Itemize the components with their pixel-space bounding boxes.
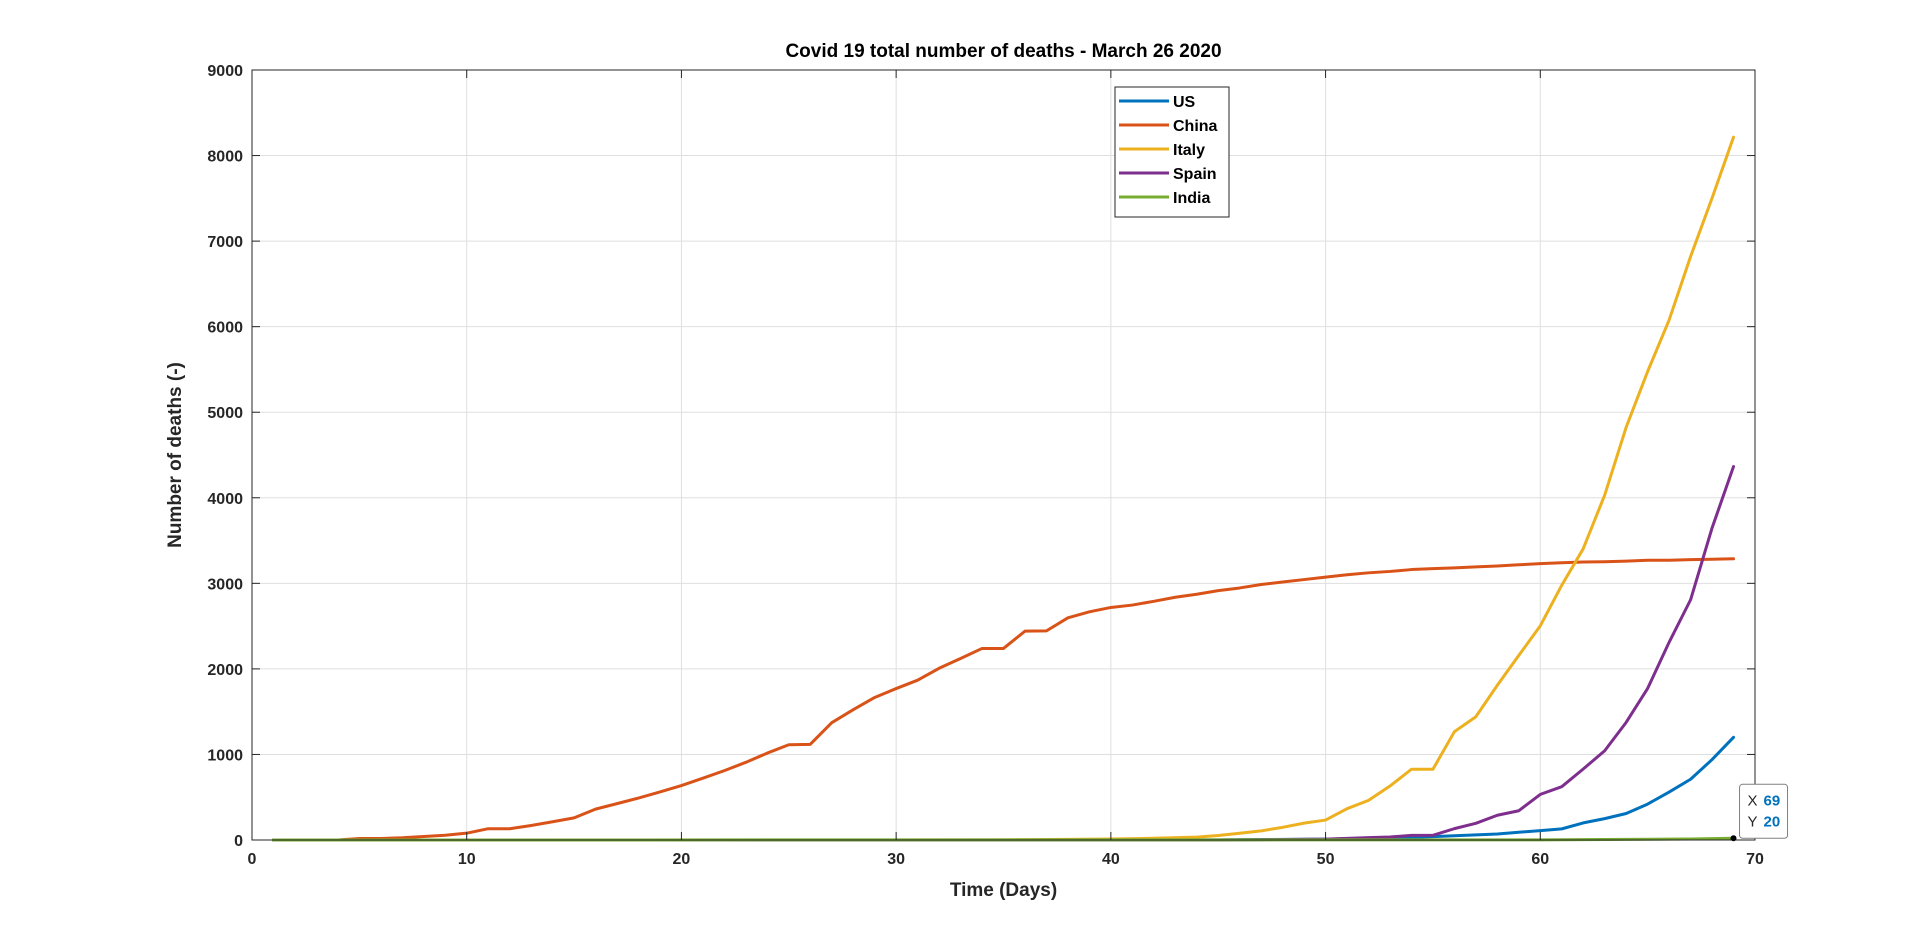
x-tick-label: 50 — [1317, 851, 1335, 868]
x-axis-label: Time (Days) — [950, 880, 1057, 901]
y-tick-label: 1000 — [207, 747, 243, 764]
x-tick-label: 40 — [1102, 851, 1120, 868]
datatip-x-label: X — [1748, 792, 1758, 809]
y-tick-label: 3000 — [207, 576, 243, 593]
datatip-box — [1739, 783, 1789, 839]
legend-box — [1114, 86, 1230, 218]
legend[interactable]: US China Italy Spain India — [1114, 86, 1230, 218]
y-axis-label: Number of deaths (-) — [165, 362, 186, 548]
y-tick-label: 4000 — [207, 491, 243, 508]
datatip-y-value: 20 — [1764, 813, 1781, 830]
y-tick-label: 6000 — [207, 320, 243, 337]
legend-label-india: India — [1173, 190, 1210, 207]
y-tick-label: 7000 — [207, 234, 243, 251]
x-tick-label: 30 — [887, 851, 905, 868]
series-line-spain — [271, 465, 1736, 842]
x-tick-label: 70 — [1746, 851, 1764, 868]
y-tick-label: 0 — [234, 833, 243, 850]
legend-label-italy: Italy — [1173, 142, 1205, 159]
x-tick-label: 60 — [1531, 851, 1549, 868]
x-tick-label: 0 — [248, 851, 257, 868]
axes-box — [251, 69, 1756, 841]
datatip-x-value: 69 — [1764, 792, 1781, 809]
y-tick-label: 5000 — [207, 405, 243, 422]
x-tick-label: 10 — [458, 851, 476, 868]
series-line-china — [271, 557, 1736, 842]
legend-label-us: US — [1173, 94, 1196, 111]
grid — [252, 70, 1755, 840]
y-tick-label: 2000 — [207, 662, 243, 679]
datatip[interactable]: X 69 Y 20 — [1730, 783, 1789, 842]
x-tick-label: 20 — [673, 851, 691, 868]
chart-title: Covid 19 total number of deaths - March … — [785, 41, 1221, 62]
datatip-marker[interactable] — [1730, 835, 1737, 842]
legend-label-spain: Spain — [1173, 166, 1217, 183]
series-line-italy — [271, 135, 1736, 842]
y-tick-label: 9000 — [207, 63, 243, 80]
ticks: 0 10 20 30 40 50 60 70 0 1000 2000 3000 4000 5000 6000… — [207, 63, 1764, 868]
y-tick-label: 8000 — [207, 149, 243, 166]
datatip-y-label: Y — [1748, 813, 1758, 830]
legend-label-china: China — [1173, 118, 1218, 135]
